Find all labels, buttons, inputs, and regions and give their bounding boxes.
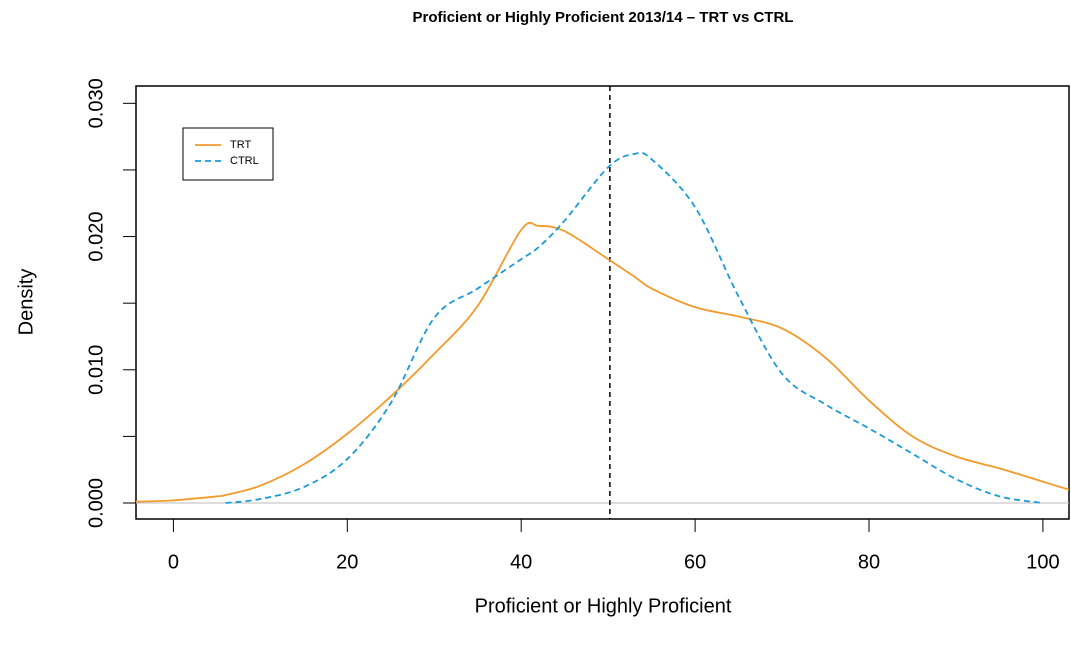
x-tick-label: 100 [1026, 551, 1059, 573]
plot-area [136, 86, 1069, 519]
x-tick-label: 40 [510, 551, 532, 573]
legend-label: CTRL [230, 155, 259, 167]
y-axis-label: Density [15, 269, 37, 336]
chart-title: Proficient or Highly Proficient 2013/14 … [413, 9, 794, 26]
legend-box [182, 127, 274, 181]
x-tick-label: 60 [684, 551, 706, 573]
density-line [136, 221, 1069, 503]
x-tick-label: 20 [336, 551, 358, 573]
plot-frame [135, 85, 1070, 520]
y-tick-label: 0.030 [85, 78, 107, 128]
y-tick-label: 0.020 [85, 212, 107, 262]
x-axis-label: Proficient or Highly Proficient [475, 595, 732, 617]
x-tick-label: 80 [858, 551, 880, 573]
x-tick-label: 0 [168, 551, 179, 573]
y-tick-label: 0.000 [85, 478, 107, 528]
density-line [225, 151, 1044, 504]
legend-label: TRT [230, 139, 251, 151]
y-tick-label: 0.010 [85, 345, 107, 395]
